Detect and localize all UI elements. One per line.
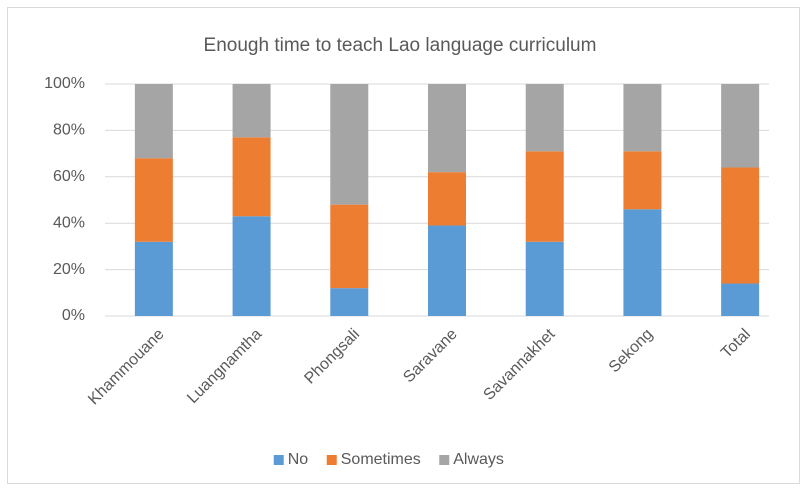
bar-segment xyxy=(525,241,564,316)
bar-segment xyxy=(330,288,369,316)
bar-segment xyxy=(623,209,662,316)
legend-label: No xyxy=(288,451,309,468)
bar-segment xyxy=(525,151,564,242)
bar-segment xyxy=(428,84,466,173)
bar-segment xyxy=(525,84,564,152)
bar-segment xyxy=(134,84,173,159)
bar-segment xyxy=(721,283,760,316)
bar-segment xyxy=(623,84,662,152)
bar-segment xyxy=(428,172,466,226)
legend-swatch xyxy=(439,455,450,465)
chart-title: Enough time to teach Lao language curric… xyxy=(204,35,597,56)
bar-segment xyxy=(721,84,760,168)
bar-segment xyxy=(721,167,760,284)
bar-segment xyxy=(232,137,271,217)
legend-label: Sometimes xyxy=(341,451,421,468)
y-tick-label: 60% xyxy=(53,168,85,185)
bar-segment xyxy=(428,225,466,316)
bar-segment xyxy=(134,158,173,242)
bar-segment xyxy=(134,241,173,316)
bar-segment xyxy=(623,151,662,210)
bar-segment xyxy=(330,204,369,289)
y-tick-label: 20% xyxy=(53,261,85,278)
legend-swatch xyxy=(273,455,284,465)
bar-segment xyxy=(232,216,271,316)
legend-swatch xyxy=(326,455,337,465)
y-tick-label: 40% xyxy=(53,214,85,231)
chart-border xyxy=(7,7,800,484)
y-tick-label: 0% xyxy=(62,307,85,324)
bar-segment xyxy=(330,84,369,205)
bar-segment xyxy=(232,84,271,138)
y-tick-label: 100% xyxy=(44,75,85,92)
legend-label: Always xyxy=(453,451,504,468)
y-tick-label: 80% xyxy=(53,122,85,139)
